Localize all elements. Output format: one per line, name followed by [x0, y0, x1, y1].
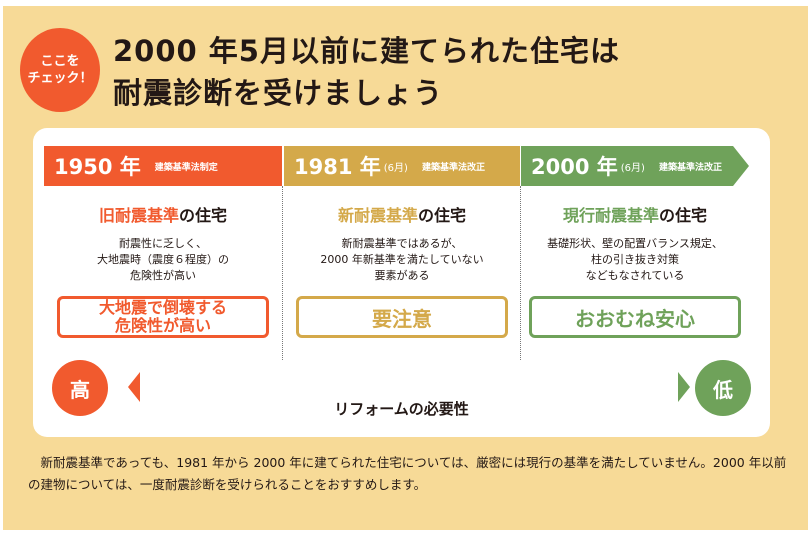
verdict-line: 大地震で倒壊する [98, 298, 227, 317]
badge-line1: ここを [40, 54, 80, 69]
high-circle: 高 [52, 360, 108, 416]
verdict-line: おおむね安心 [575, 306, 695, 331]
header-1950: 1950 年 建築基準法制定 [44, 146, 282, 186]
desc-line: 基礎形状、壁の配置バランス規定、 [547, 237, 723, 250]
desc-line: 2000 年新基準を満たしていない [320, 253, 484, 266]
month: (6月) [383, 162, 408, 174]
timeline-card: 1950 年 建築基準法制定 1981 年 (6月) 建築基準法改正 2000 … [33, 128, 770, 437]
title-accent: 現行耐震基準 [562, 206, 659, 225]
page-title: 2000 年5月以前に建てられた住宅は 耐震診断を受けましょう [113, 30, 620, 114]
desc-line: などもなされている [585, 269, 685, 282]
column-desc: 基礎形状、壁の配置バランス規定、 柱の引き抜き対策 などもなされている [521, 236, 749, 286]
title-accent: 新耐震基準 [337, 206, 418, 225]
divider [282, 186, 283, 360]
law: 建築基準法改正 [658, 162, 722, 173]
title-rest: の住宅 [418, 206, 467, 225]
title-accent: 旧耐震基準 [98, 206, 179, 225]
reform-necessity-label: リフォームの必要性 [334, 400, 469, 418]
title-rest: の住宅 [179, 206, 228, 225]
title-rest: の住宅 [659, 206, 708, 225]
column-desc: 新耐震基準ではあるが、 2000 年新基準を満たしていない 要素がある [284, 236, 520, 286]
desc-line: 要素がある [374, 269, 430, 282]
desc-line: 新耐震基準ではあるが、 [341, 237, 463, 250]
column-title: 現行耐震基準の住宅 [521, 202, 749, 226]
desc-line: 大地震時（震度６程度）の [97, 253, 229, 266]
column-old-standard: 旧耐震基準の住宅 耐震性に乏しく、 大地震時（震度６程度）の 危険性が高い 大地震で… [44, 186, 282, 338]
month: (6月) [620, 162, 645, 174]
check-badge: ここを チェック！ [20, 28, 100, 112]
verdict-box: 要注意 [296, 296, 508, 338]
column-title: 新耐震基準の住宅 [284, 202, 520, 226]
header-2000: 2000 年 (6月) 建築基準法改正 [521, 146, 749, 186]
desc-line: 柱の引き抜き対策 [591, 253, 679, 266]
double-arrow-icon [128, 372, 690, 402]
verdict-line: 要注意 [372, 306, 432, 331]
year: 1981 年 [294, 155, 381, 179]
desc-line: 危険性が高い [130, 269, 196, 282]
year: 1950 年 [54, 155, 141, 179]
law: 建築基準法改正 [421, 162, 485, 173]
column-title: 旧耐震基準の住宅 [44, 202, 282, 226]
verdict-box: 大地震で倒壊する 危険性が高い [57, 296, 269, 338]
column-current-standard: 現行耐震基準の住宅 基礎形状、壁の配置バランス規定、 柱の引き抜き対策 などもなされ… [521, 186, 749, 338]
low-circle: 低 [695, 360, 751, 416]
column-desc: 耐震性に乏しく、大地震時（震度６程度）の 危険性が高い [44, 236, 282, 286]
verdict-line: 危険性が高い [114, 316, 211, 335]
column-new-standard: 新耐震基準の住宅 新耐震基準ではあるが、 2000 年新基準を満たしていない 要素が… [284, 186, 520, 338]
footnote: 新耐震基準であっても、1981 年から 2000 年に建てられた住宅については、… [28, 455, 787, 492]
title-line1: 2000 年5月以前に建てられた住宅は [113, 34, 620, 68]
desc-line: 耐震性に乏しく、 [119, 237, 207, 250]
verdict-box: おおむね安心 [529, 296, 741, 338]
header-1981: 1981 年 (6月) 建築基準法改正 [284, 146, 520, 186]
year: 2000 年 [531, 155, 618, 179]
divider [520, 186, 521, 360]
law: 建築基準法制定 [154, 162, 218, 173]
badge-line2: チェック！ [27, 71, 93, 86]
title-line2: 耐震診断を受けましょう [113, 76, 444, 110]
